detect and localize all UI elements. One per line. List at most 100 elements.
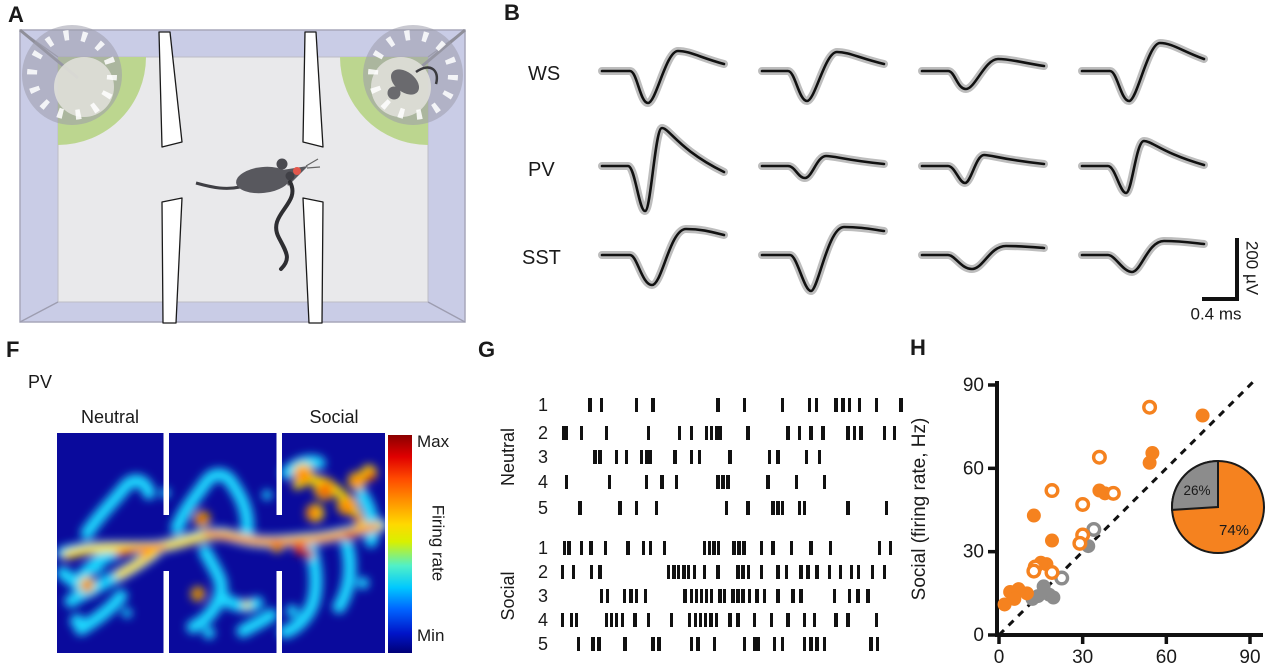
- spike-tick: [776, 450, 780, 464]
- data-point-orange-filled: [1195, 408, 1210, 423]
- door-bottom-right: [302, 197, 324, 324]
- spike-tick: [689, 589, 694, 603]
- spike-tick: [769, 613, 774, 627]
- spike-tick: [672, 565, 676, 579]
- spike-tick: [598, 450, 602, 464]
- spike-tick: [677, 426, 682, 440]
- spike-tick: [746, 501, 750, 515]
- spike-tick: [574, 613, 579, 627]
- spike-tick: [716, 565, 720, 579]
- spike-tick: [564, 426, 569, 440]
- data-point-orange-open: [1142, 399, 1158, 415]
- spike-tick: [791, 589, 795, 603]
- data-point-orange-open: [1072, 535, 1088, 551]
- raster-row-number: 1: [537, 538, 548, 558]
- spike-tick: [728, 450, 732, 464]
- spike-tick: [771, 501, 775, 515]
- spike-tick: [799, 589, 803, 603]
- raster-row-social-3: [560, 589, 906, 603]
- spike-tick: [759, 541, 764, 555]
- spike-tick: [597, 637, 601, 651]
- spike-tick: [693, 613, 698, 627]
- spike-tick: [599, 589, 604, 603]
- spike-tick: [629, 589, 633, 603]
- panel-b-label: B: [504, 0, 520, 25]
- spike-tick: [781, 501, 785, 515]
- spike-waveform: [598, 224, 728, 290]
- spike-tick: [802, 637, 807, 651]
- chamber-divider: [163, 571, 169, 653]
- spike-tick: [772, 637, 777, 651]
- raster-row-social-5: [560, 637, 906, 651]
- spike-tick: [622, 589, 627, 603]
- spike-tick: [804, 450, 808, 464]
- spike-tick: [807, 398, 812, 412]
- door-top-left: [158, 31, 183, 148]
- spike-tick: [639, 450, 644, 464]
- colorbar-min-label: Min: [417, 626, 445, 645]
- spike-tick: [606, 589, 610, 603]
- spike-tick: [625, 450, 629, 464]
- spike-tick: [593, 450, 597, 464]
- spike-tick: [651, 637, 655, 651]
- chamber-divider: [276, 433, 282, 515]
- spike-waveform: [1078, 236, 1208, 277]
- spike-tick: [699, 613, 703, 627]
- spike-tick: [874, 613, 878, 627]
- row-label-sst: SST: [522, 247, 561, 269]
- spike-tick: [892, 426, 897, 440]
- data-point-orange-filled: [1142, 455, 1157, 470]
- spike-tick: [578, 501, 582, 515]
- spike-tick: [646, 613, 650, 627]
- spike-tick: [682, 565, 686, 579]
- spike-tick: [657, 637, 661, 651]
- spike-tick: [743, 398, 747, 412]
- chamber-divider: [276, 571, 282, 653]
- spike-waveform: [758, 222, 888, 296]
- pie-slice-gray: [1171, 459, 1219, 511]
- spike-tick: [802, 501, 807, 515]
- x-tick-label: 60: [1156, 647, 1177, 668]
- data-point-orange-filled: [1026, 508, 1041, 523]
- spike-tick: [776, 565, 780, 579]
- spike-tick: [721, 475, 725, 489]
- spike-tick: [654, 501, 659, 515]
- data-point-orange-filled: [1044, 533, 1059, 548]
- spike-waveform: [758, 151, 888, 183]
- spike-tick: [877, 541, 882, 555]
- voltage-scalebar: [1235, 238, 1239, 300]
- x-tick-label: 0: [994, 647, 1005, 668]
- spike-tick: [576, 637, 580, 651]
- spike-tick: [702, 565, 707, 579]
- data-point-gray-filled: [1046, 590, 1061, 605]
- spike-tick: [767, 450, 772, 464]
- spike-tick: [828, 541, 833, 555]
- spike-tick: [763, 589, 767, 603]
- spike-tick: [648, 541, 653, 555]
- raster-row-number: 2: [537, 562, 548, 582]
- spike-tick: [604, 426, 609, 440]
- spike-tick: [669, 613, 674, 627]
- spike-tick: [703, 613, 707, 627]
- spike-tick: [704, 589, 709, 603]
- spike-tick: [643, 589, 648, 603]
- spike-tick: [571, 565, 576, 579]
- colorbar-max-label: Max: [417, 432, 450, 451]
- y-tick-label: 60: [963, 458, 984, 479]
- spike-tick: [618, 501, 622, 515]
- voltage-scale-label: 200 µV: [1242, 240, 1262, 296]
- stimulus-mouse: [387, 66, 439, 100]
- spike-tick: [746, 426, 750, 440]
- spike-tick: [869, 637, 873, 651]
- spike-waveform: [598, 46, 728, 108]
- data-point-orange-open: [1105, 485, 1121, 501]
- spike-tick: [882, 426, 887, 440]
- waveform-row-pv: [500, 123, 1268, 223]
- spike-tick: [560, 565, 565, 579]
- spike-tick: [846, 613, 850, 627]
- spike-tick: [753, 637, 757, 651]
- spike-tick: [871, 565, 875, 579]
- raster-row-neutral-2: [560, 426, 906, 440]
- colorbar-axis-label: Firing rate: [428, 504, 448, 582]
